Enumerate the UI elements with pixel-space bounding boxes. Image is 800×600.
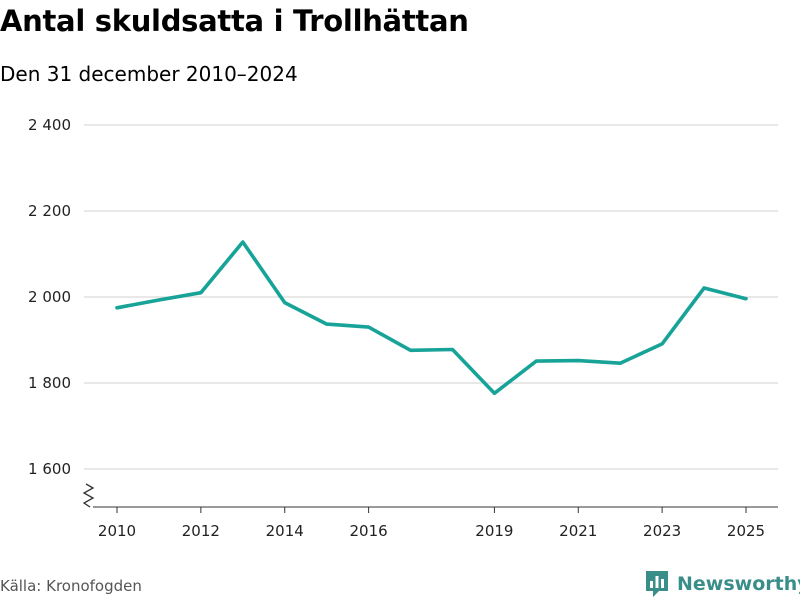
y-tick-label: 2 400 bbox=[28, 116, 71, 134]
x-tick-label: 2014 bbox=[266, 522, 304, 540]
brand-logo: Newsworthy bbox=[644, 569, 800, 599]
chart-subtitle: Den 31 december 2010–2024 bbox=[0, 62, 298, 86]
bar-chart-icon bbox=[646, 571, 668, 597]
gridlines bbox=[84, 124, 778, 470]
series-layer bbox=[115, 240, 748, 396]
x-tick-label: 2016 bbox=[350, 522, 388, 540]
series-line bbox=[115, 240, 748, 396]
y-tick-label: 2 200 bbox=[28, 202, 71, 220]
x-tick-label: 2010 bbox=[98, 522, 136, 540]
axis-break bbox=[82, 483, 95, 508]
y-axis-ticks: 1 600 1 800 2 000 2 200 2 400 bbox=[28, 116, 71, 478]
y-tick-label: 1 800 bbox=[28, 374, 71, 392]
x-tick-label: 2019 bbox=[475, 522, 513, 540]
x-axis-ticks: 2010 2012 2014 2016 2019 2021 2023 2025 bbox=[98, 507, 765, 540]
x-tick-label: 2023 bbox=[643, 522, 681, 540]
y-tick-label: 2 000 bbox=[28, 288, 71, 306]
x-axis bbox=[82, 483, 778, 508]
chart-title: Antal skuldsatta i Trollhättan bbox=[0, 4, 469, 38]
x-tick-label: 2021 bbox=[559, 522, 597, 540]
brand-name: Newsworthy bbox=[677, 573, 800, 595]
y-tick-label: 1 600 bbox=[28, 460, 71, 478]
x-tick-label: 2012 bbox=[182, 522, 220, 540]
source-note: Källa: Kronofogden bbox=[0, 577, 142, 595]
x-tick-label: 2025 bbox=[727, 522, 765, 540]
